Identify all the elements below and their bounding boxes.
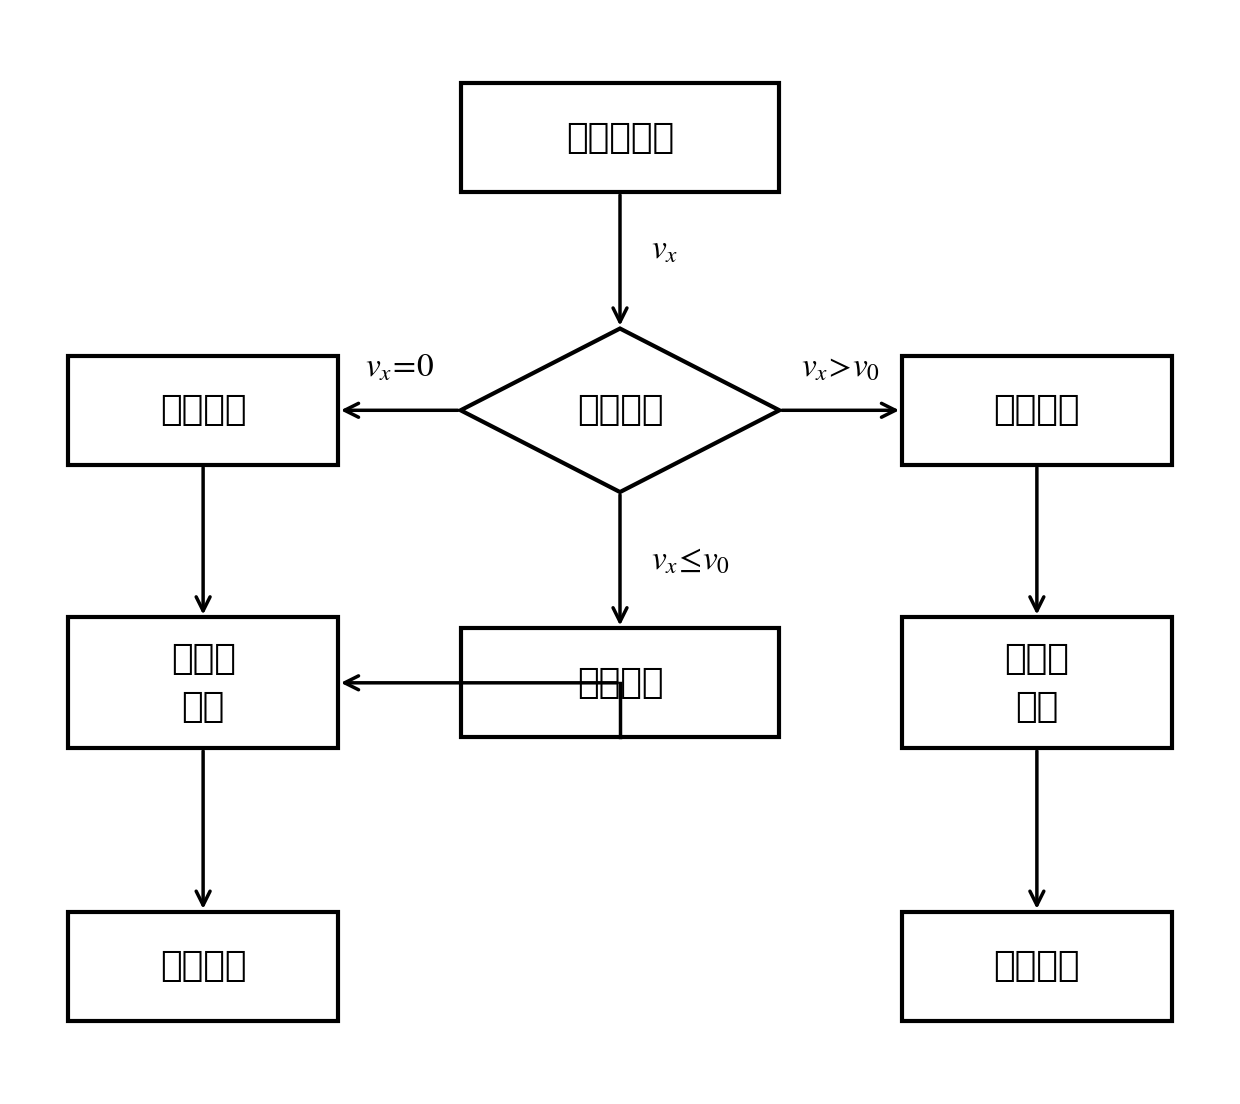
Text: 滑动转向: 滑动转向	[160, 949, 247, 984]
Bar	[68, 617, 339, 749]
Text: 离合器
分离: 离合器 分离	[1004, 643, 1069, 723]
Bar	[901, 617, 1172, 749]
Text: 高速工况: 高速工况	[993, 393, 1080, 427]
Text: 车速传感器: 车速传感器	[565, 120, 675, 155]
Text: $\mathit{v}_x\!\leq\!\mathit{v}_0$: $\mathit{v}_x\!\leq\!\mathit{v}_0$	[651, 543, 730, 576]
Text: 低速工况: 低速工况	[577, 666, 663, 700]
Bar	[460, 628, 780, 737]
Polygon shape	[460, 329, 780, 492]
Bar	[460, 83, 780, 192]
Text: 工况判断: 工况判断	[577, 393, 663, 427]
Bar	[68, 355, 339, 465]
Text: 原地转向: 原地转向	[160, 393, 247, 427]
Text: 差动转向: 差动转向	[993, 949, 1080, 984]
Text: $\mathit{v}_x\!>\!\mathit{v}_0$: $\mathit{v}_x\!>\!\mathit{v}_0$	[801, 350, 880, 383]
Bar	[68, 912, 339, 1021]
Bar	[901, 912, 1172, 1021]
Text: 离合器
抱死: 离合器 抱死	[171, 643, 236, 723]
Bar	[901, 355, 1172, 465]
Text: $\mathit{v}_x\!=\!0$: $\mathit{v}_x\!=\!0$	[365, 350, 434, 383]
Text: $\mathit{v}_x$: $\mathit{v}_x$	[651, 233, 678, 266]
